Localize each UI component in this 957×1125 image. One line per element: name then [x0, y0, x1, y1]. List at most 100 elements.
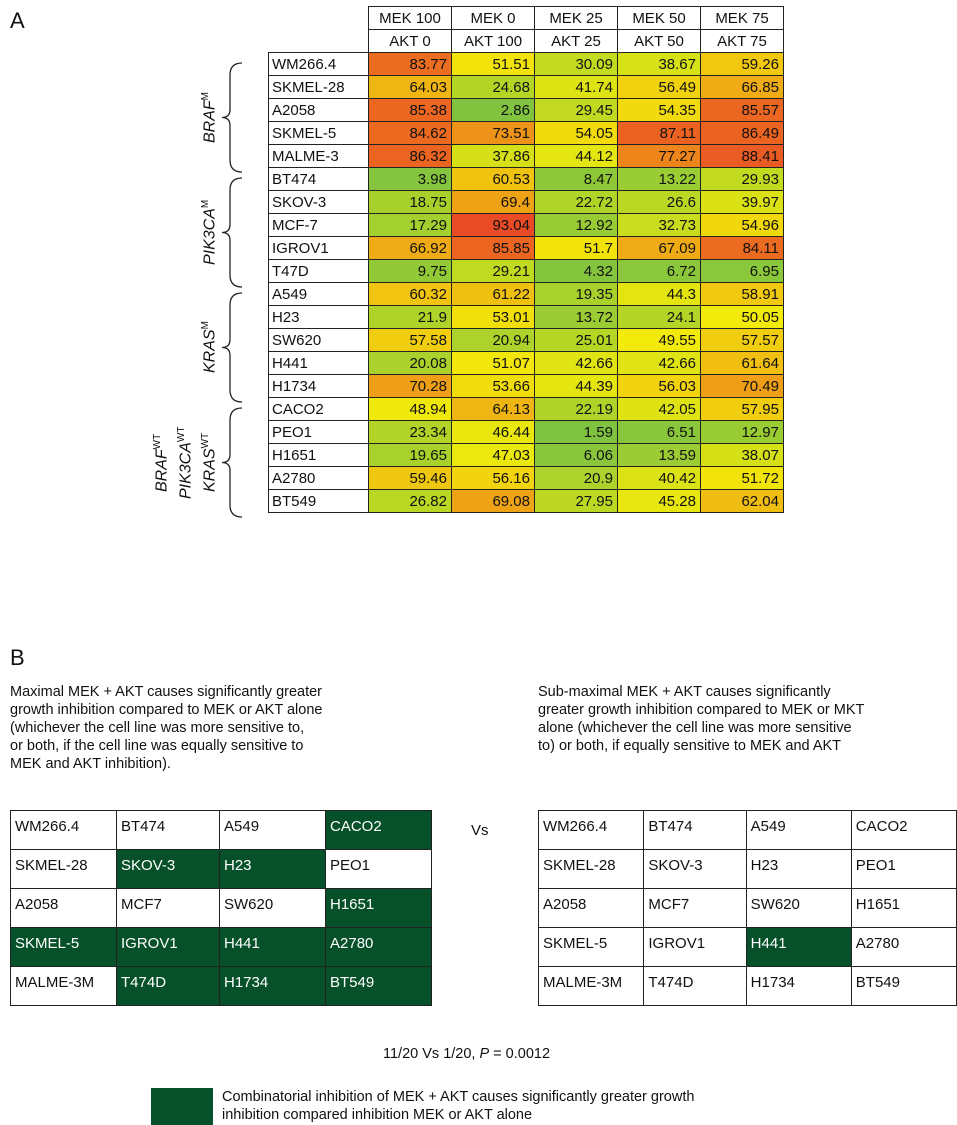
heatmap-cell: 20.94 — [451, 328, 535, 352]
heatmap-cell: 23.34 — [368, 420, 452, 444]
heatmap-cell: 1.59 — [534, 420, 618, 444]
description-line: inhibition compared inhibition MEK or AK… — [222, 1107, 533, 1123]
heatmap-cell: 45.28 — [617, 489, 701, 513]
group-brace — [221, 62, 243, 173]
heatmap-cell: 85.57 — [700, 98, 784, 122]
heatmap-row: A2780 59.46 56.16 20.9 40.42 51.72 — [268, 466, 784, 490]
row-label: IGROV1 — [268, 236, 369, 260]
heatmap-cell: 53.66 — [451, 374, 535, 398]
heatmap-header-row-top: MEK 100 MEK 0 MEK 25 MEK 50 MEK 75 — [268, 6, 784, 30]
heatmap-cell: 40.42 — [617, 466, 701, 490]
heatmap-row: SKOV-3 18.75 69.4 22.72 26.6 39.97 — [268, 190, 784, 214]
description-line: greater growth inhibition compared to ME… — [538, 702, 865, 718]
heatmap-cell: 26.6 — [617, 190, 701, 214]
grid-cell: H23 — [745, 849, 852, 889]
heatmap-cell: 77.27 — [617, 144, 701, 168]
grid-cell: SW620 — [745, 888, 852, 928]
heatmap-row: WM266.4 83.77 51.51 30.09 38.67 59.26 — [268, 52, 784, 76]
heatmap-cell: 25.01 — [534, 328, 618, 352]
heatmap-cell: 84.62 — [368, 121, 452, 145]
heatmap-cell: 6.06 — [534, 443, 618, 467]
heatmap-cell: 56.49 — [617, 75, 701, 99]
row-label: H1651 — [268, 443, 369, 467]
grid-cell: H23 — [219, 849, 326, 889]
group-brace — [221, 292, 243, 403]
row-label: CACO2 — [268, 397, 369, 421]
heatmap-cell: 29.45 — [534, 98, 618, 122]
heatmap-cell: 32.73 — [617, 213, 701, 237]
heatmap-cell: 20.9 — [534, 466, 618, 490]
row-label: A549 — [268, 282, 369, 306]
heatmap-cell: 27.95 — [534, 489, 618, 513]
heatmap-row: SW620 57.58 20.94 25.01 49.55 57.57 — [268, 328, 784, 352]
heatmap-header-row-bottom: AKT 0 AKT 100 AKT 25 AKT 50 AKT 75 — [268, 29, 784, 53]
heatmap-cell: 70.49 — [700, 374, 784, 398]
column-header-mek: MEK 100 — [368, 6, 452, 30]
heatmap-cell: 29.21 — [451, 259, 535, 283]
column-header-mek: MEK 50 — [617, 6, 701, 30]
heatmap-row: H23 21.9 53.01 13.72 24.1 50.05 — [268, 305, 784, 329]
heatmap-cell: 39.97 — [700, 190, 784, 214]
heatmap-cell: 12.92 — [534, 213, 618, 237]
stat-prefix: 11/20 Vs 1/20, — [383, 1046, 480, 1062]
heatmap-row: CACO2 48.94 64.13 22.19 42.05 57.95 — [268, 397, 784, 421]
heatmap-cell: 60.32 — [368, 282, 452, 306]
heatmap-cell: 57.95 — [700, 397, 784, 421]
heatmap-row: H1734 70.28 53.66 44.39 56.03 70.49 — [268, 374, 784, 398]
grid-cell: A2780 — [850, 927, 957, 967]
heatmap-cell: 60.53 — [451, 167, 535, 191]
grid-row: SKMEL-28 SKOV-3 H23 PEO1 — [10, 849, 432, 889]
heatmap-cell: 66.92 — [368, 236, 452, 260]
heatmap-cell: 18.75 — [368, 190, 452, 214]
panel-b-label: B — [10, 645, 25, 670]
row-label: A2058 — [268, 98, 369, 122]
heatmap-cell: 61.22 — [451, 282, 535, 306]
heatmap-row: A2058 85.38 2.86 29.45 54.35 85.57 — [268, 98, 784, 122]
heatmap-cell: 24.68 — [451, 75, 535, 99]
grid-cell: H441 — [745, 927, 852, 967]
heatmap-cell: 30.09 — [534, 52, 618, 76]
heatmap-cell: 86.49 — [700, 121, 784, 145]
heatmap-row: IGROV1 66.92 85.85 51.7 67.09 84.11 — [268, 236, 784, 260]
heatmap-cell: 6.72 — [617, 259, 701, 283]
row-label: MALME-3 — [268, 144, 369, 168]
heatmap-row: BT474 3.98 60.53 8.47 13.22 29.93 — [268, 167, 784, 191]
row-label: A2780 — [268, 466, 369, 490]
grid-cell: A2058 — [10, 888, 117, 928]
left-cell-line-grid: WM266.4 BT474 A549 CACO2 SKMEL-28 SKOV-3 H23 PE… — [10, 810, 432, 1006]
column-header-akt: AKT 75 — [700, 29, 784, 53]
grid-row: WM266.4 BT474 A549 CACO2 — [537, 810, 957, 850]
grid-cell: WM266.4 — [10, 810, 117, 850]
heatmap-corner — [268, 6, 369, 30]
grid-cell: BT549 — [850, 966, 957, 1006]
legend-text: Combinatorial inhibition of MEK + AKT ca… — [222, 1088, 694, 1124]
heatmap-cell: 64.03 — [368, 75, 452, 99]
heatmap-cell: 41.74 — [534, 75, 618, 99]
grid-cell: A2780 — [325, 927, 432, 967]
heatmap-cell: 47.03 — [451, 443, 535, 467]
row-label: BT474 — [268, 167, 369, 191]
grid-cell: SKMEL-5 — [537, 927, 645, 967]
legend-swatch — [151, 1088, 213, 1125]
grid-row: MALME-3M T474D H1734 BT549 — [10, 966, 432, 1006]
description-line: Sub-maximal MEK + AKT causes significant… — [538, 684, 831, 700]
grid-cell: SKOV-3 — [643, 849, 747, 889]
grid-cell: H1651 — [850, 888, 957, 928]
heatmap-row: MALME-3 86.32 37.86 44.12 77.27 88.41 — [268, 144, 784, 168]
grid-cell: BT474 — [643, 810, 747, 850]
heatmap-row: T47D 9.75 29.21 4.32 6.72 6.95 — [268, 259, 784, 283]
heatmap-cell: 51.51 — [451, 52, 535, 76]
heatmap-cell: 73.51 — [451, 121, 535, 145]
heatmap-cell: 6.95 — [700, 259, 784, 283]
grid-cell: A2058 — [537, 888, 645, 928]
heatmap-cell: 51.7 — [534, 236, 618, 260]
heatmap-row: MCF-7 17.29 93.04 12.92 32.73 54.96 — [268, 213, 784, 237]
heatmap-cell: 59.26 — [700, 52, 784, 76]
row-label: SKMEL-5 — [268, 121, 369, 145]
grid-cell: H441 — [219, 927, 326, 967]
heatmap-cell: 29.93 — [700, 167, 784, 191]
description-line: (whichever the cell line was more sensit… — [10, 720, 305, 736]
description-line: MEK and AKT inhibition). — [10, 756, 171, 772]
heatmap-cell: 4.32 — [534, 259, 618, 283]
column-header-mek: MEK 0 — [451, 6, 535, 30]
